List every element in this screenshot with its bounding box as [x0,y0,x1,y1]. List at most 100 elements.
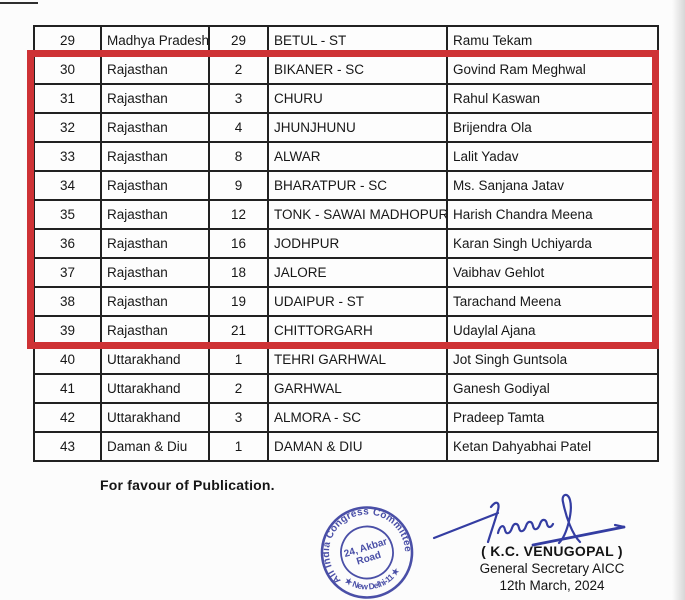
cell-candidate: Karan Singh Uchiyarda [446,228,659,259]
cell-constituency: GARHWAL [267,373,448,404]
cell-serial: 31 [33,83,102,114]
cell-constituency-no: 19 [208,286,269,317]
cell-serial: 30 [33,54,102,85]
cell-serial: 35 [33,199,102,230]
candidate-table: 29 Madhya Pradesh 29 BETUL - ST Ramu Tek… [33,25,659,462]
cell-state: Rajasthan [100,315,210,346]
cell-candidate: Ketan Dahyabhai Patel [446,431,659,462]
cell-candidate: Ramu Tekam [446,25,659,56]
cell-state: Rajasthan [100,54,210,85]
table-row: 38 Rajasthan 19 UDAIPUR - ST Tarachand M… [33,286,659,317]
cell-state: Rajasthan [100,170,210,201]
table-row: 30 Rajasthan 2 BIKANER - SC Govind Ram M… [33,54,659,85]
cell-constituency-no: 4 [208,112,269,143]
cell-constituency-no: 16 [208,228,269,259]
cell-constituency-no: 2 [208,373,269,404]
cell-constituency-no: 18 [208,257,269,288]
table-row: 37 Rajasthan 18 JALORE Vaibhav Gehlot [33,257,659,288]
cell-candidate: Govind Ram Meghwal [446,54,659,85]
cell-serial: 36 [33,228,102,259]
cell-serial: 40 [33,344,102,375]
cell-candidate: Tarachand Meena [446,286,659,317]
cell-constituency: TEHRI GARHWAL [267,344,448,375]
cell-state: Rajasthan [100,228,210,259]
cell-serial: 37 [33,257,102,288]
signatory-date: 12th March, 2024 [499,578,605,593]
cell-constituency: TONK - SAWAI MADHOPUR [267,199,448,230]
cell-constituency-no: 29 [208,25,269,56]
cell-constituency-no: 3 [208,83,269,114]
table-row: 35 Rajasthan 12 TONK - SAWAI MADHOPUR Ha… [33,199,659,230]
cell-constituency: ALMORA - SC [267,402,448,433]
cell-candidate: Brijendra Ola [446,112,659,143]
cell-serial: 32 [33,112,102,143]
signatory-block: ( K.C. VENUGOPAL ) General Secretary AIC… [452,543,652,593]
cell-serial: 34 [33,170,102,201]
cell-candidate: Jot Singh Guntsola [446,344,659,375]
cell-serial: 38 [33,286,102,317]
cell-state: Rajasthan [100,112,210,143]
cell-candidate: Rahul Kaswan [446,83,659,114]
cell-state: Madhya Pradesh [100,25,210,56]
cell-constituency-no: 3 [208,402,269,433]
cell-candidate: Lalit Yadav [446,141,659,172]
cell-constituency: DAMAN & DIU [267,431,448,462]
cell-serial: 39 [33,315,102,346]
cell-constituency-no: 1 [208,431,269,462]
cell-constituency-no: 2 [208,54,269,85]
scan-artifact-line [0,2,38,4]
cell-constituency: CHURU [267,83,448,114]
cell-candidate: Udaylal Ajana [446,315,659,346]
cell-candidate: Vaibhav Gehlot [446,257,659,288]
cell-serial: 42 [33,402,102,433]
signatory-title: General Secretary AICC [479,561,625,576]
cell-constituency: JODHPUR [267,228,448,259]
table-row: 40 Uttarakhand 1 TEHRI GARHWAL Jot Singh… [33,344,659,375]
cell-constituency-no: 12 [208,199,269,230]
stamp-inner-ring [340,525,394,580]
stamp-outer-ring [320,506,414,599]
signatory-name: ( K.C. VENUGOPAL ) [481,543,623,559]
cell-constituency: CHITTORGARH [267,315,448,346]
cell-constituency: ALWAR [267,141,448,172]
signature-scribble-icon [432,493,626,547]
table-row: 43 Daman & Diu 1 DAMAN & DIU Ketan Dahya… [33,431,659,462]
cell-constituency: BHARATPUR - SC [267,170,448,201]
cell-candidate: Ganesh Godiyal [446,373,659,404]
cell-state: Rajasthan [100,257,210,288]
cell-serial: 43 [33,431,102,462]
publication-note: For favour of Publication. [100,477,275,493]
cell-state: Uttarakhand [100,373,210,404]
cell-serial: 33 [33,141,102,172]
table-row: 36 Rajasthan 16 JODHPUR Karan Singh Uchi… [33,228,659,259]
cell-constituency-no: 9 [208,170,269,201]
table-row: 31 Rajasthan 3 CHURU Rahul Kaswan [33,83,659,114]
cell-state: Uttarakhand [100,344,210,375]
aicc-stamp-icon: All India Congress Committee ★ New Delhi… [311,503,418,599]
cell-constituency-no: 21 [208,315,269,346]
cell-constituency: BIKANER - SC [267,54,448,85]
table-row: 32 Rajasthan 4 JHUNJHUNU Brijendra Ola [33,112,659,143]
cell-candidate: Pradeep Tamta [446,402,659,433]
cell-candidate: Harish Chandra Meena [446,199,659,230]
cell-state: Rajasthan [100,83,210,114]
cell-constituency: UDAIPUR - ST [267,286,448,317]
scan-edge-shade [672,0,685,600]
cell-state: Rajasthan [100,199,210,230]
cell-state: Rajasthan [100,141,210,172]
cell-constituency-no: 8 [208,141,269,172]
table-row: 39 Rajasthan 21 CHITTORGARH Udaylal Ajan… [33,315,659,346]
table-row: 41 Uttarakhand 2 GARHWAL Ganesh Godiyal [33,373,659,404]
table-body: 29 Madhya Pradesh 29 BETUL - ST Ramu Tek… [33,25,659,462]
table-row: 34 Rajasthan 9 BHARATPUR - SC Ms. Sanjan… [33,170,659,201]
cell-constituency: BETUL - ST [267,25,448,56]
table-row: 42 Uttarakhand 3 ALMORA - SC Pradeep Tam… [33,402,659,433]
cell-constituency: JALORE [267,257,448,288]
cell-serial: 29 [33,25,102,56]
table-row: 33 Rajasthan 8 ALWAR Lalit Yadav [33,141,659,172]
cell-state: Rajasthan [100,286,210,317]
table-row: 29 Madhya Pradesh 29 BETUL - ST Ramu Tek… [33,25,659,56]
cell-state: Daman & Diu [100,431,210,462]
cell-constituency: JHUNJHUNU [267,112,448,143]
